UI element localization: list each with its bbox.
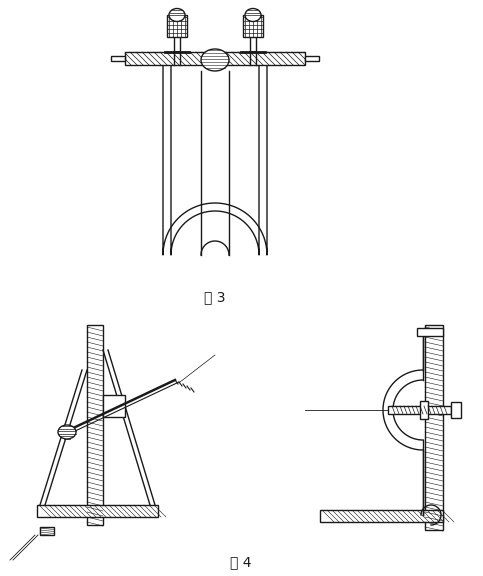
Bar <box>305 56 319 61</box>
Bar <box>420 401 428 419</box>
Bar <box>425 325 443 530</box>
Text: 图 3: 图 3 <box>204 290 226 304</box>
Ellipse shape <box>169 9 185 21</box>
Bar <box>103 395 125 417</box>
Bar <box>125 52 305 65</box>
Bar <box>167 15 187 37</box>
Text: 图 4: 图 4 <box>230 555 252 569</box>
Bar <box>243 15 263 37</box>
Ellipse shape <box>245 9 261 21</box>
Bar <box>388 406 451 414</box>
Ellipse shape <box>58 425 76 439</box>
Bar <box>111 56 125 61</box>
Bar <box>87 325 103 525</box>
Bar <box>320 510 443 522</box>
Bar <box>40 527 54 535</box>
Ellipse shape <box>201 49 229 71</box>
Bar <box>451 402 461 418</box>
Bar <box>417 328 443 336</box>
Bar <box>37 505 158 517</box>
